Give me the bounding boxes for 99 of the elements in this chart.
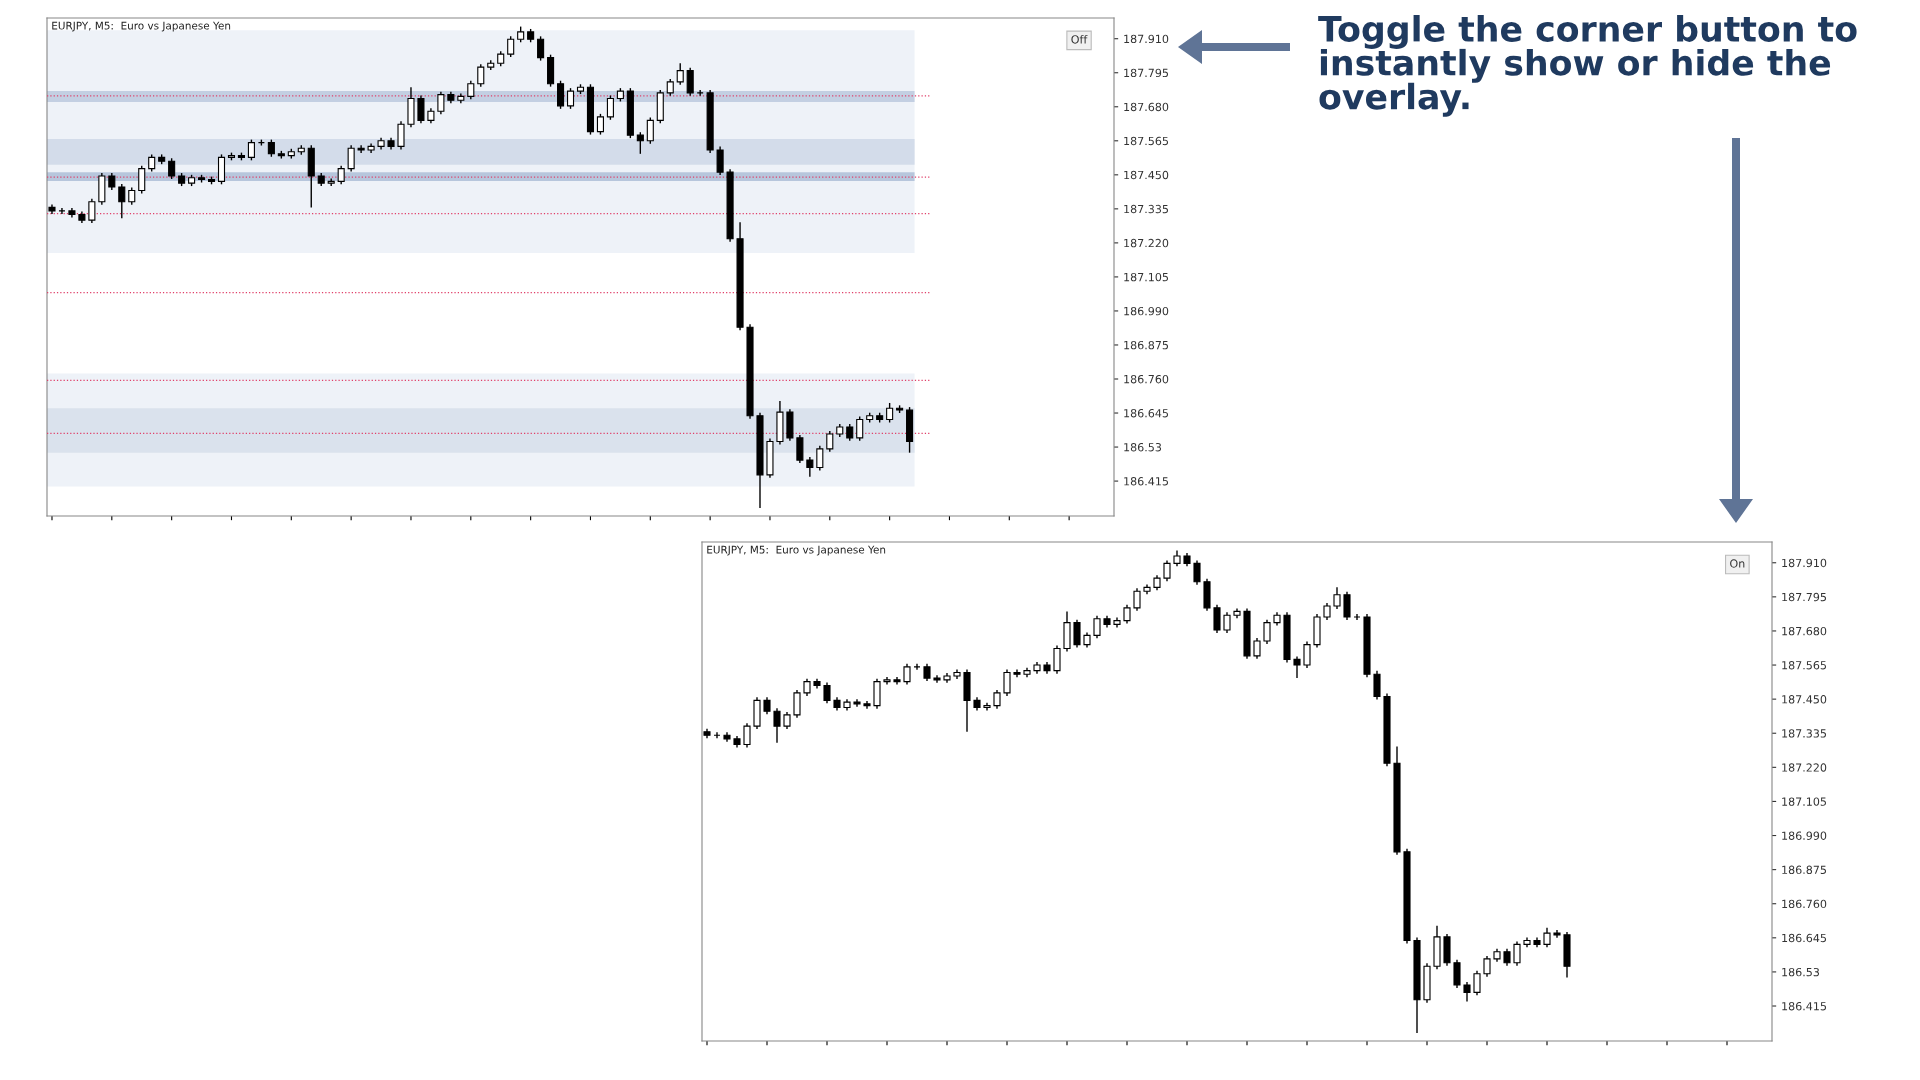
candlestick xyxy=(88,198,96,224)
y-tick-label: 186.760 xyxy=(1124,374,1169,384)
candlestick xyxy=(1003,668,1011,697)
y-tick-label: 187.680 xyxy=(1124,102,1169,112)
candlestick xyxy=(247,138,255,162)
y-tick-label: 186.53 xyxy=(1124,443,1162,452)
y-tick-label: 187.910 xyxy=(1124,34,1169,44)
candlestick xyxy=(823,681,831,704)
candlestick xyxy=(1213,604,1221,634)
y-tick-label: 187.220 xyxy=(1124,238,1169,248)
candlestick xyxy=(1253,637,1261,660)
candlestick xyxy=(893,676,901,686)
candlestick xyxy=(1293,655,1301,679)
candlestick xyxy=(743,722,751,749)
candlestick xyxy=(1133,587,1141,612)
y-tick-label: 186.875 xyxy=(1782,865,1826,875)
candlestick xyxy=(557,80,565,110)
candlestick xyxy=(1343,591,1351,621)
y-tick-label: 186.53 xyxy=(1782,967,1820,977)
candlestick xyxy=(1463,981,1471,1003)
candlestick xyxy=(903,663,911,686)
candlestick xyxy=(806,456,814,478)
candlestick xyxy=(1543,927,1551,949)
candlestick xyxy=(716,145,724,176)
y-tick-label: 187.795 xyxy=(1782,592,1826,602)
text: Toggle the corner button to instantly show or hide the overlay. xyxy=(1318,15,1857,117)
y-tick-label: 187.565 xyxy=(1124,136,1168,146)
candlestick xyxy=(1263,618,1271,645)
candlestick xyxy=(357,144,365,154)
candlestick xyxy=(1353,613,1361,621)
candlestick xyxy=(1303,640,1311,669)
y-tick-label: 186.760 xyxy=(1782,899,1827,909)
candlestick xyxy=(437,90,445,115)
candlestick xyxy=(816,445,824,472)
candlestick xyxy=(826,430,834,453)
y-tick-label: 187.795 xyxy=(1124,68,1168,78)
candlestick xyxy=(796,434,804,464)
candlestick xyxy=(566,87,575,110)
candlestick xyxy=(1193,559,1201,586)
y-tick-label: 186.415 xyxy=(1124,477,1168,486)
candlestick xyxy=(337,164,345,185)
candlestick xyxy=(596,113,604,136)
candlestick xyxy=(217,153,226,185)
candlestick xyxy=(1073,618,1081,649)
candlestick xyxy=(118,183,126,220)
candlestick xyxy=(168,157,176,180)
candlestick xyxy=(676,62,684,86)
y-tick-label: 186.990 xyxy=(1782,831,1827,840)
y-tick-label: 187.450 xyxy=(1124,170,1169,180)
candlestick xyxy=(696,89,704,97)
candlestick xyxy=(397,120,405,151)
y-tick-label: 186.645 xyxy=(1782,933,1826,943)
candlestick xyxy=(1093,615,1101,640)
candlestick xyxy=(138,164,146,195)
candlestick xyxy=(1223,611,1231,634)
y-tick-label: 186.415 xyxy=(1782,1001,1826,1011)
chart-title: EURJPY, M5: Euro vs Japanese Yen xyxy=(52,21,231,32)
y-tick-label: 187.565 xyxy=(1782,661,1826,670)
annotation: On xyxy=(1730,559,1745,568)
candlestick xyxy=(507,35,515,58)
y-tick-label: 187.680 xyxy=(1782,626,1827,636)
candlestick xyxy=(467,80,475,101)
candlestick xyxy=(993,689,1001,710)
candlestick xyxy=(686,67,694,97)
y-tick-label: 186.645 xyxy=(1124,409,1168,418)
candlestick xyxy=(1013,668,1021,678)
candlestick xyxy=(417,94,425,125)
candlestick xyxy=(1513,940,1521,967)
annotation: Off xyxy=(1071,35,1088,44)
candlestick xyxy=(1473,970,1481,997)
candlestick xyxy=(856,415,864,442)
candlestick xyxy=(863,700,871,710)
candlestick xyxy=(793,689,801,719)
candlestick xyxy=(58,207,66,215)
candlestick xyxy=(1163,559,1171,582)
candlestick xyxy=(1483,955,1491,978)
y-tick-label: 187.105 xyxy=(1124,272,1168,282)
candlestick xyxy=(1123,604,1131,625)
y-tick-label: 186.990 xyxy=(1124,306,1169,316)
y-tick-label: 187.910 xyxy=(1782,558,1827,568)
candlestick xyxy=(606,94,614,121)
candlestick xyxy=(883,676,891,686)
candlestick xyxy=(1373,669,1381,701)
candlestick xyxy=(477,63,485,88)
y-tick-label: 187.450 xyxy=(1782,695,1827,704)
candlestick xyxy=(1333,586,1341,610)
candlestick xyxy=(646,116,654,145)
candlestick xyxy=(1453,959,1461,989)
y-tick-label: 187.220 xyxy=(1782,763,1827,772)
y-tick-label: 187.105 xyxy=(1782,797,1826,806)
candlestick xyxy=(773,707,781,744)
candlestick xyxy=(886,402,894,424)
y-tick-label: 187.335 xyxy=(1124,204,1168,214)
chart-title: EURJPY, M5: Euro vs Japanese Yen xyxy=(707,545,886,556)
candlestick xyxy=(537,35,545,62)
y-tick-label: 187.335 xyxy=(1782,729,1826,738)
y-tick-label: 186.875 xyxy=(1124,340,1168,350)
candlestick xyxy=(1053,644,1061,675)
candlestick xyxy=(347,144,355,173)
